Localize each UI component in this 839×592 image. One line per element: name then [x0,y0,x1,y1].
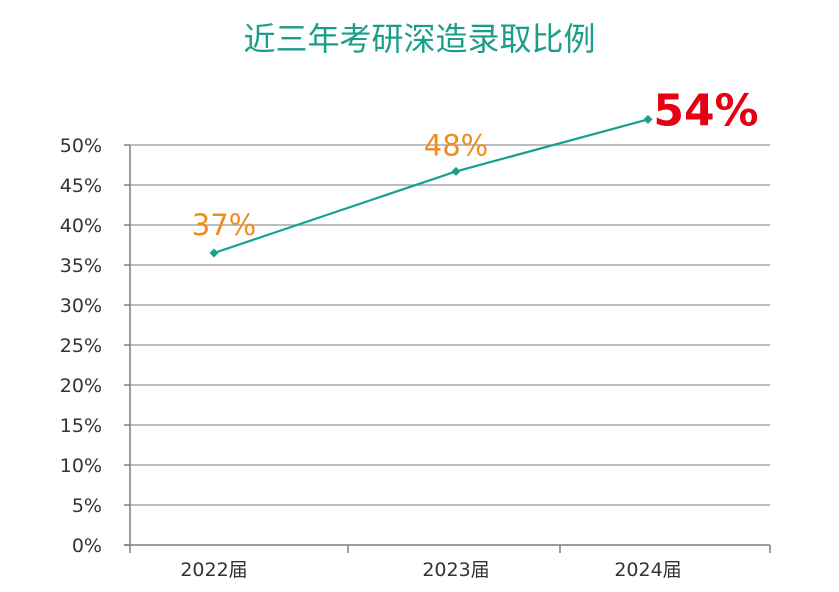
data-label: 48% [424,128,488,162]
chart-title: 近三年考研深造录取比例 [243,20,596,58]
y-tick-label: 35% [60,255,102,277]
data-point [643,114,653,124]
x-tick-label: 2024届 [614,559,681,581]
data-label-highlight: 54% [653,85,758,136]
gridlines [130,144,770,506]
y-tick-label: 15% [60,415,102,437]
data-point [451,166,461,176]
x-tick-label: 2022届 [180,559,247,581]
data-label: 37% [192,208,256,242]
y-tick-label: 50% [60,135,102,157]
x-axis: 2022届 2023届 2024届 [124,544,771,581]
y-tick-label: 5% [72,495,102,517]
data-point [209,248,219,258]
y-tick-label: 0% [72,535,102,557]
y-tick-label: 25% [60,335,102,357]
y-tick-label: 45% [60,175,102,197]
x-tick-label: 2023届 [422,559,489,581]
data-labels: 37% 48% 54% [192,85,759,242]
y-tick-label: 20% [60,375,102,397]
y-tick-label: 30% [60,295,102,317]
y-tick-label: 40% [60,215,102,237]
y-tick-label: 10% [60,455,102,477]
y-axis: 0% 5% 10% 15% 20% 25% 30% 35% 40% 45% 50% [60,135,131,557]
series-line-group [209,114,653,258]
